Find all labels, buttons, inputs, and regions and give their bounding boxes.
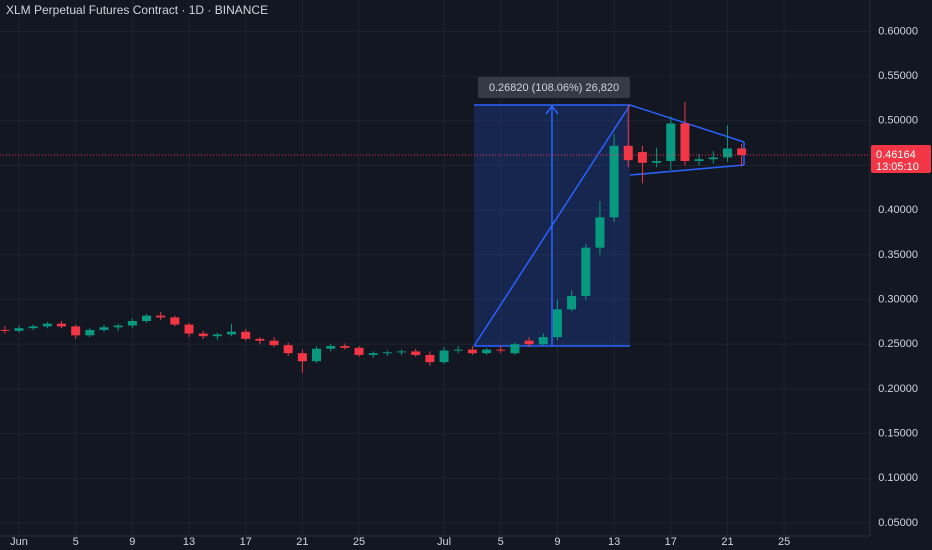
x-tick-label: 17 (665, 536, 677, 548)
candle-body (156, 315, 166, 318)
triangle-lower (629, 164, 745, 176)
countdown-label: 13:05:10 (876, 161, 919, 173)
candle-body (411, 351, 421, 355)
x-tick-label: 17 (240, 536, 252, 548)
candle-body (170, 317, 180, 325)
x-tick-label: Jul (437, 536, 451, 548)
candle-body (28, 326, 38, 329)
candle-body (42, 323, 52, 327)
last-price-box (871, 145, 931, 174)
candle-body (595, 217, 605, 248)
candles (0, 101, 747, 373)
candle-body (453, 349, 463, 351)
candle-body (680, 123, 690, 161)
candle-body (368, 353, 378, 355)
x-tick-label: 13 (183, 536, 195, 548)
candle-body (85, 329, 95, 336)
last-price-label: 0.46164 (876, 149, 916, 161)
candle-body (425, 354, 435, 363)
candle-body (184, 324, 194, 334)
candle-body (581, 247, 591, 296)
candle-body (297, 353, 307, 362)
candle-body (0, 329, 10, 331)
candle-body (708, 157, 718, 160)
candle-body (212, 334, 222, 337)
candle-body (694, 159, 704, 161)
y-tick-label: 0.10000 (878, 472, 918, 484)
x-tick-label: Jun (10, 536, 28, 548)
y-tick-label: 0.35000 (878, 249, 918, 261)
candle-body (255, 338, 265, 341)
candle-body (142, 315, 152, 322)
candle-body (14, 328, 24, 331)
y-tick-label: 0.40000 (878, 204, 918, 216)
candle-body (340, 346, 350, 348)
candle-body (198, 333, 208, 337)
candle-body (382, 352, 392, 354)
candle-body (283, 345, 293, 354)
candle-body (609, 145, 619, 218)
candle-body (227, 331, 237, 335)
x-tick-label: 21 (721, 536, 733, 548)
candle-body (552, 309, 562, 338)
candle-body (113, 325, 123, 328)
candle-body (722, 148, 732, 158)
candle-body (127, 321, 137, 326)
x-tick-label: 13 (608, 536, 620, 548)
measure-label: 0.26820 (108.06%) 26,820 (489, 82, 619, 94)
trend-line (473, 104, 631, 347)
candle-body (326, 346, 336, 349)
candle-body (496, 349, 506, 351)
candle-body (737, 148, 747, 156)
y-tick-label: 0.20000 (878, 383, 918, 395)
candle-body (666, 123, 676, 161)
y-tick-label: 0.25000 (878, 338, 918, 350)
candle-body (397, 351, 407, 353)
candle-body (312, 348, 322, 362)
candle-body (637, 152, 647, 163)
grid (0, 0, 870, 536)
candle-body (99, 327, 109, 330)
chart-title: XLM Perpetual Futures Contract · 1D · BI… (6, 3, 268, 17)
x-tick-label: 21 (296, 536, 308, 548)
candle-body (652, 160, 662, 163)
candle-body (567, 295, 577, 310)
measure-label-box (478, 77, 630, 98)
y-tick-label: 0.50000 (878, 115, 918, 127)
candle-body (56, 323, 66, 327)
candle-body (482, 349, 492, 354)
candle-body (354, 347, 364, 355)
candle-body (71, 326, 81, 336)
candle-body (623, 145, 633, 161)
candle-body (467, 349, 477, 354)
candle-body (439, 350, 449, 363)
measure-arrow-head (545, 104, 559, 115)
candle-body (510, 344, 520, 354)
x-tick-label: 25 (353, 536, 365, 548)
y-tick-label: 0.05000 (878, 517, 918, 529)
candle-body (524, 340, 534, 345)
y-tick-label: 0.60000 (878, 25, 918, 37)
x-tick-label: 9 (554, 536, 560, 548)
candle-body (269, 340, 279, 346)
x-tick-label: 5 (498, 536, 504, 548)
y-tick-label: 0.55000 (878, 70, 918, 82)
x-tick-label: 9 (129, 536, 135, 548)
y-tick-label: 0.15000 (878, 428, 918, 440)
x-tick-label: 25 (778, 536, 790, 548)
candle-body (538, 337, 548, 345)
x-tick-label: 5 (73, 536, 79, 548)
candle-body (241, 331, 251, 339)
y-tick-label: 0.30000 (878, 293, 918, 305)
